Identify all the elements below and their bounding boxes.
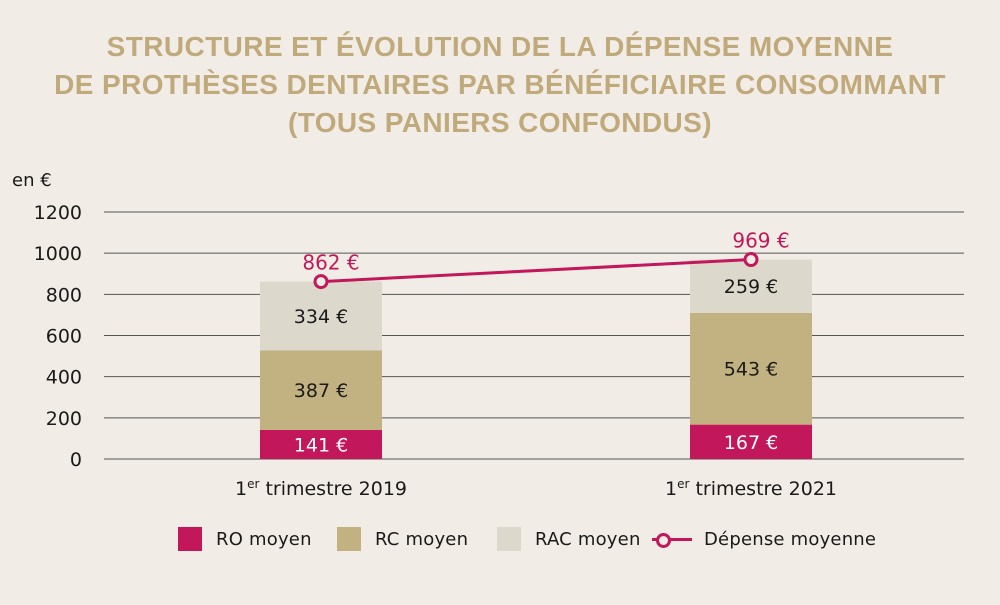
- legend-label-ro: RO moyen: [216, 528, 312, 550]
- chart-title: STRUCTURE ET ÉVOLUTION DE LA DÉPENSE MOY…: [0, 28, 1000, 142]
- legend-item-rc: RC moyen: [337, 521, 468, 557]
- y-tick-1000: 1000: [34, 243, 82, 265]
- y-tick-800: 800: [46, 284, 82, 306]
- y-tick-200: 200: [46, 408, 82, 430]
- bar-rac-0: [260, 281, 382, 351]
- legend: RO moyen RC moyen RAC moyen Dépense moye…: [0, 521, 1000, 557]
- bar-rc-1: [690, 312, 812, 425]
- chart-title-line-3: (TOUS PANIERS CONFONDUS): [288, 107, 712, 138]
- legend-line-marker: [652, 527, 692, 551]
- legend-swatch-ro: [178, 527, 202, 551]
- legend-item-ro: RO moyen: [178, 521, 312, 557]
- line-point-0: [313, 274, 329, 290]
- y-tick-0: 0: [70, 449, 82, 471]
- bar-label-rac-1: 259 €: [724, 276, 778, 298]
- legend-label-rac: RAC moyen: [535, 528, 641, 550]
- legend-item-rac: RAC moyen: [497, 521, 641, 557]
- x-tick-label-1: 1er trimestre 2021: [665, 477, 837, 500]
- y-unit-label: en €: [12, 170, 52, 191]
- bar-label-ro-1: 167 €: [724, 432, 778, 454]
- legend-label-rc: RC moyen: [375, 528, 469, 550]
- x-tick-label-0: 1er trimestre 2019: [235, 477, 407, 500]
- bar-ro-1: [690, 424, 812, 459]
- line-label-1: 969 €: [732, 229, 789, 253]
- legend-label-line: Dépense moyenne: [704, 528, 877, 550]
- y-tick-1200: 1200: [34, 202, 82, 224]
- chart-title-line-1: STRUCTURE ET ÉVOLUTION DE LA DÉPENSE MOY…: [106, 31, 894, 62]
- legend-swatch-rc: [337, 527, 361, 551]
- chart-title-line-2: DE PROTHÈSES DENTAIRES PAR BÉNÉFICIAIRE …: [54, 69, 946, 100]
- bar-rc-0: [260, 350, 382, 430]
- bar-label-ro-0: 141 €: [294, 434, 348, 456]
- legend-item-line: Dépense moyenne: [652, 521, 876, 557]
- line-depense-moyenne: [320, 258, 752, 284]
- legend-swatch-rac: [497, 527, 521, 551]
- bar-ro-0: [260, 429, 382, 459]
- bar-label-rc-0: 387 €: [294, 380, 348, 402]
- bar-label-rac-0: 334 €: [294, 306, 348, 328]
- y-tick-600: 600: [46, 326, 82, 348]
- bar-label-rc-1: 543 €: [724, 359, 778, 381]
- line-label-0: 862 €: [302, 251, 359, 275]
- y-tick-400: 400: [46, 367, 82, 389]
- bar-rac-1: [690, 259, 812, 313]
- line-point-1: [743, 252, 759, 268]
